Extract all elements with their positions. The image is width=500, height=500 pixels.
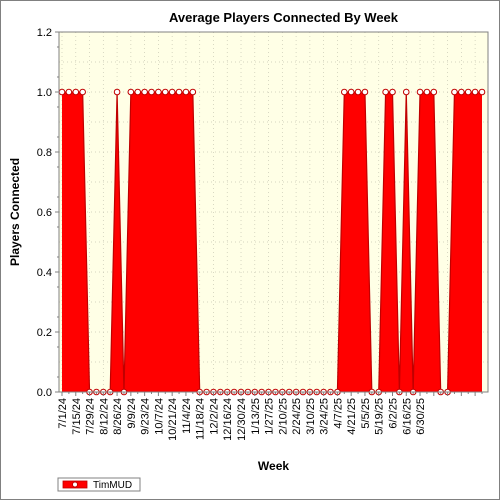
data-point (134, 88, 142, 96)
data-point (175, 88, 183, 96)
x-tick-label: 8/26/24 (112, 398, 124, 435)
legend-marker (72, 481, 78, 488)
x-tick-label: 5/5/25 (360, 398, 372, 429)
data-point (430, 88, 438, 96)
x-tick-label: 11/4/24 (181, 398, 193, 434)
x-tick-label: 5/19/25 (374, 398, 386, 435)
y-axis-title: Players Connected (8, 158, 22, 266)
x-tick-label: 2/24/25 (291, 398, 303, 435)
x-axis-title: Week (258, 459, 289, 473)
data-point (148, 88, 155, 96)
x-tick-label: 10/7/24 (153, 398, 165, 435)
x-tick-label: 12/2/24 (208, 398, 220, 435)
data-point (127, 88, 135, 96)
data-point (79, 88, 86, 96)
data-point (58, 88, 66, 96)
data-point (416, 88, 424, 96)
data-point (155, 88, 162, 96)
data-point (189, 88, 197, 96)
data-point (354, 88, 362, 96)
data-point (471, 88, 479, 96)
data-point (382, 88, 389, 96)
data-point (451, 88, 458, 96)
y-tick-label: 0.2 (37, 327, 52, 339)
data-point (402, 88, 410, 96)
data-point (65, 88, 73, 96)
data-point (182, 88, 190, 96)
x-tick-label: 6/30/25 (415, 398, 427, 435)
data-point (423, 88, 431, 96)
x-tick-label: 1/27/25 (264, 398, 276, 435)
data-point (458, 88, 465, 96)
series-area-timmud (62, 92, 482, 392)
x-tick-label: 9/23/24 (140, 398, 152, 435)
data-point (389, 88, 396, 96)
x-tick-label: 10/21/24 (167, 398, 179, 441)
data-point (361, 88, 369, 96)
data-point (347, 88, 355, 96)
x-tick-label: 7/1/24 (57, 398, 69, 429)
y-tick-label: 0.6 (37, 207, 52, 219)
x-tick-label: 4/7/25 (332, 398, 344, 429)
x-tick-label: 7/29/24 (85, 398, 97, 435)
x-tick-label: 12/30/24 (236, 398, 248, 441)
x-tick-label: 7/15/24 (71, 398, 83, 435)
y-tick-label: 1.2 (37, 27, 52, 39)
x-tick-label: 12/16/24 (222, 398, 234, 441)
y-tick-label: 0.0 (37, 387, 52, 399)
x-tick-label: 3/10/25 (305, 398, 317, 435)
x-tick-label: 6/2/25 (387, 398, 399, 429)
x-tick-label: 1/13/25 (250, 398, 262, 435)
data-point (141, 88, 148, 96)
legend-label: TimMUD (93, 480, 132, 491)
data-point (72, 88, 80, 96)
x-tick-label: 3/24/25 (319, 398, 331, 435)
data-point (161, 88, 169, 96)
data-point (113, 88, 121, 96)
y-tick-label: 1.0 (37, 87, 52, 99)
data-point (464, 88, 472, 96)
y-tick-label: 0.4 (37, 267, 52, 279)
y-tick-label: 0.8 (37, 147, 52, 159)
x-tick-label: 11/18/24 (195, 398, 207, 440)
x-tick-label: 6/16/25 (401, 398, 413, 435)
x-tick-label: 9/9/24 (126, 398, 138, 429)
data-point (478, 88, 486, 96)
x-tick-label: 8/12/24 (98, 398, 110, 435)
x-tick-label: 4/21/25 (346, 398, 358, 435)
data-point (340, 88, 348, 96)
chart-title: Average Players Connected By Week (169, 10, 399, 25)
data-point (168, 88, 176, 96)
x-tick-label: 2/10/25 (277, 398, 289, 435)
